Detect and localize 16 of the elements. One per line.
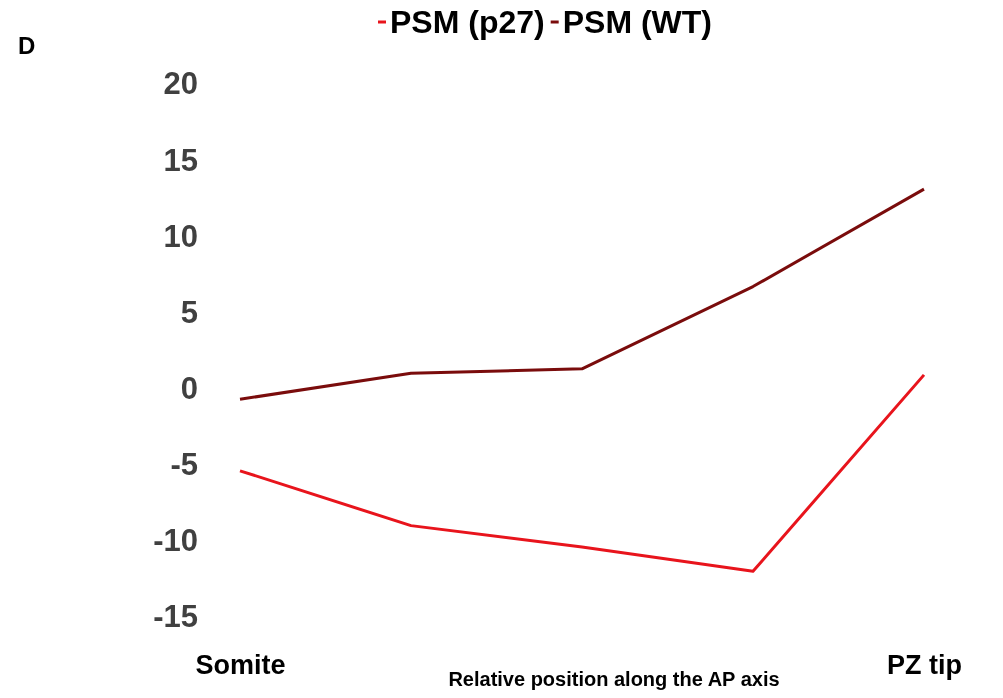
x-axis-title: Relative position along the AP axis — [448, 668, 780, 690]
y-tick-label: -5 — [170, 447, 198, 483]
legend-label: PSM (p27) — [390, 4, 545, 40]
y-tick-label: 15 — [163, 142, 198, 178]
line-series — [238, 187, 926, 401]
y-tick-label: 0 — [180, 370, 198, 406]
legend-label: PSM (WT) — [562, 4, 712, 40]
y-tick-label: 20 — [163, 66, 198, 102]
line-series — [238, 373, 926, 573]
y-tick-label: 10 — [163, 218, 198, 254]
y-tick-label: -10 — [153, 523, 198, 559]
y-tick-label: -15 — [153, 599, 198, 635]
x-tick-label: PZ tip — [887, 650, 962, 681]
y-tick-label: 5 — [180, 294, 198, 330]
text: D — [18, 32, 36, 59]
x-tick-label: Somite — [195, 650, 286, 681]
